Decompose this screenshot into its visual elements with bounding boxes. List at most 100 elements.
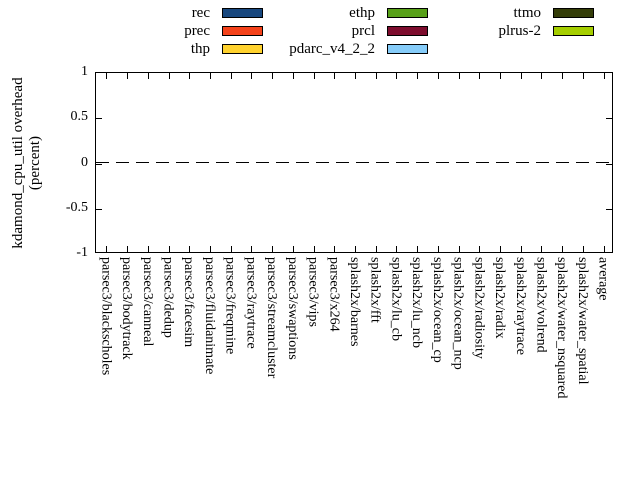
x-axis-category-label: splash2x/water_nsquared — [554, 257, 570, 399]
x-tick-mark — [147, 73, 149, 79]
x-tick-mark — [582, 246, 584, 252]
x-tick-mark — [272, 246, 274, 252]
x-axis-category-label: splash2x/ocean_cp — [429, 257, 445, 363]
x-tick-mark — [168, 246, 170, 252]
x-tick-mark — [520, 246, 522, 252]
x-axis-category-label: parsec3/x264 — [326, 257, 342, 332]
x-axis-category-label: parsec3/dedup — [160, 257, 176, 338]
x-axis-category-label: parsec3/freqmine — [222, 257, 238, 355]
legend-label: prec — [184, 22, 210, 39]
legend-label: pdarc_v4_2_2 — [289, 40, 375, 57]
x-tick-mark — [189, 73, 191, 79]
legend-swatch — [387, 8, 428, 18]
x-axis-category-label: splash2x/lu_cb — [388, 257, 404, 341]
x-axis-category-label: parsec3/swaptions — [284, 257, 300, 360]
legend-swatch — [387, 44, 428, 54]
x-tick-mark — [396, 73, 398, 79]
x-tick-mark — [500, 246, 502, 252]
legend-swatch — [553, 8, 594, 18]
y-tick-mark — [96, 164, 102, 165]
y-axis-tick-label: 1 — [81, 64, 88, 79]
legend-swatch — [222, 26, 263, 36]
x-axis-category-label: parsec3/fluidanimate — [201, 257, 217, 375]
x-axis-category-label: parsec3/raytrace — [243, 257, 259, 349]
x-tick-mark — [355, 246, 356, 252]
x-axis-category-label: average — [595, 257, 611, 301]
x-tick-mark — [334, 246, 336, 252]
x-tick-mark — [127, 246, 129, 252]
y-axis-tick-label: 0.5 — [70, 109, 89, 125]
legend-item: prcl — [225, 22, 428, 40]
x-tick-mark — [417, 246, 419, 252]
x-axis-category-label: splash2x/radiosity — [471, 257, 487, 359]
x-tick-mark — [603, 246, 605, 252]
y-axis-tick-label: -0.5 — [65, 199, 88, 215]
x-tick-mark — [375, 246, 377, 252]
x-tick-mark — [458, 246, 460, 252]
legend-label: prcl — [351, 22, 375, 39]
legend-item: ethp — [225, 4, 428, 22]
x-axis-category-label: splash2x/raytrace — [512, 257, 528, 355]
x-tick-mark — [541, 73, 543, 79]
x-tick-mark — [230, 73, 232, 79]
legend-item: plrus-2 — [391, 22, 594, 40]
x-tick-mark — [292, 73, 294, 79]
zero-baseline — [96, 162, 612, 163]
x-tick-mark — [272, 73, 274, 79]
x-tick-mark — [500, 73, 502, 79]
y-axis-title-line1: kdamond_cpu_util overhead — [10, 77, 26, 249]
x-tick-mark — [417, 73, 419, 79]
x-tick-mark — [562, 73, 564, 79]
x-tick-mark — [479, 73, 481, 79]
x-axis-category-label: splash2x/ocean_ncp — [450, 257, 466, 370]
x-axis-category-label: parsec3/vips — [305, 257, 321, 327]
x-tick-mark — [355, 73, 356, 79]
x-axis-category-label: parsec3/bodytrack — [119, 257, 135, 360]
x-tick-mark — [106, 73, 108, 79]
legend-column-3: ttmo plrus-2 — [391, 4, 594, 40]
legend-item: thp — [60, 40, 263, 58]
legend-item: prec — [60, 22, 263, 40]
x-axis-category-labels: parsec3/blackscholes parsec3/bodytrack par… — [95, 257, 613, 457]
x-tick-mark — [209, 73, 211, 79]
y-tick-mark — [96, 209, 102, 210]
legend-item: ttmo — [391, 4, 594, 22]
x-tick-mark — [189, 246, 191, 252]
legend-swatch — [222, 8, 263, 18]
x-tick-mark — [582, 73, 584, 79]
legend-label: ethp — [349, 4, 375, 21]
legend-item: rec — [60, 4, 263, 22]
x-tick-mark — [313, 73, 315, 79]
legend-column-2: ethp prcl pdarc_v4_2_2 — [225, 4, 428, 58]
x-tick-mark — [437, 73, 439, 79]
x-tick-mark — [334, 73, 336, 79]
x-tick-mark — [292, 246, 294, 252]
x-tick-mark — [562, 246, 564, 252]
x-axis-category-label: parsec3/streamcluster — [264, 257, 280, 379]
x-tick-mark — [168, 73, 170, 79]
x-tick-mark — [479, 246, 481, 252]
x-tick-mark — [209, 246, 211, 252]
x-axis-category-label: splash2x/radix — [492, 257, 508, 339]
y-axis-tick-label: -1 — [76, 245, 88, 260]
x-tick-mark — [603, 73, 605, 79]
x-axis-category-label: parsec3/facesim — [181, 257, 197, 348]
x-tick-mark — [147, 246, 149, 252]
legend-label: rec — [191, 4, 210, 21]
legend-swatch — [387, 26, 428, 36]
x-tick-mark — [437, 246, 439, 252]
y-tick-mark — [606, 118, 612, 119]
plot-area — [95, 72, 613, 253]
x-tick-mark — [375, 73, 377, 79]
x-tick-mark — [541, 246, 543, 252]
legend-label: thp — [190, 40, 210, 57]
x-tick-mark — [520, 73, 522, 79]
x-axis-category-label: splash2x/barnes — [347, 257, 362, 347]
x-axis-category-label: splash2x/water_spatial — [574, 257, 590, 385]
x-axis-category-label: splash2x/lu_ncb — [409, 257, 425, 348]
x-axis-category-label: splash2x/volrend — [533, 257, 549, 353]
x-axis-category-label: parsec3/canneal — [139, 257, 155, 347]
y-tick-mark — [606, 209, 612, 210]
x-tick-mark — [251, 73, 253, 79]
